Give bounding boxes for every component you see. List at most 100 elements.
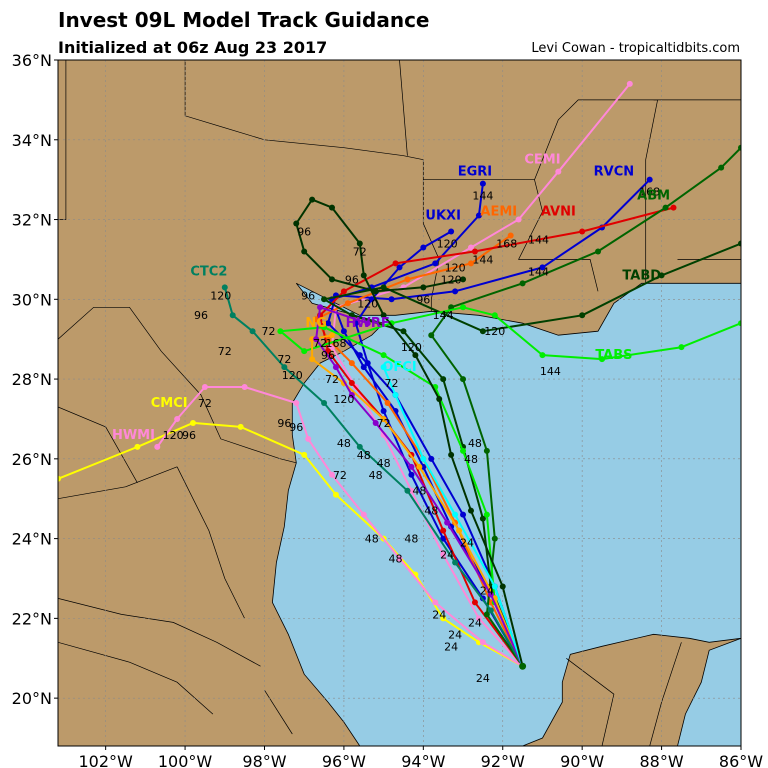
track-line (156, 386, 524, 668)
track-point (408, 471, 415, 478)
track-line (315, 306, 524, 667)
track-point (491, 312, 498, 319)
track-point (380, 407, 387, 414)
track-point (475, 615, 482, 622)
hour-label: 48 (424, 505, 438, 518)
track-line (382, 366, 524, 667)
track-point (344, 300, 351, 307)
hour-label: 168 (496, 237, 517, 250)
lon-tick-label: 92°W (481, 752, 525, 768)
hour-label: 72 (277, 353, 291, 366)
track-point (360, 511, 367, 518)
track-point (293, 400, 300, 406)
track-point (58, 475, 61, 482)
track-point (460, 511, 467, 518)
border-line (399, 60, 408, 156)
map-credit: Levi Cowan - tropicaltidbits.com (531, 41, 740, 56)
track-tabs (277, 304, 741, 667)
track-point (519, 280, 526, 287)
track-point (452, 559, 459, 566)
hour-label: 24 (480, 584, 494, 597)
track-point (440, 615, 447, 622)
hour-label: 48 (365, 533, 379, 546)
track-point (360, 364, 367, 371)
model-label-egri: EGRI (458, 165, 492, 180)
hour-label: 72 (218, 345, 232, 358)
track-point (658, 272, 665, 279)
hour-label: 144 (433, 309, 454, 322)
track-point (483, 611, 490, 618)
model-label-ctc2: CTC2 (190, 264, 227, 279)
track-line (430, 146, 741, 667)
track-point (448, 451, 455, 458)
track-point (471, 599, 478, 606)
track-point (221, 284, 228, 291)
track-point (539, 264, 546, 271)
track-point (491, 583, 498, 590)
hour-label: 24 (432, 608, 446, 621)
track-point (356, 352, 363, 359)
hour-label: 120 (163, 429, 184, 442)
track-point (487, 591, 494, 598)
track-point (396, 555, 403, 562)
hour-label: 48 (404, 533, 418, 546)
track-point (293, 220, 300, 227)
track-point (467, 507, 474, 514)
hour-label: 24 (444, 640, 458, 653)
hour-label: 72 (325, 373, 339, 386)
hour-label: 144 (472, 253, 493, 266)
track-point (440, 527, 447, 534)
track-point (408, 463, 415, 470)
hour-label: 120 (210, 289, 231, 302)
hour-label: 48 (468, 437, 482, 450)
model-tracks (58, 80, 741, 670)
border-line (58, 306, 297, 464)
model-label-cemi: CEMI (524, 153, 560, 168)
lon-tick-label: 88°W (639, 752, 683, 768)
track-point (678, 344, 685, 351)
track-point (416, 463, 423, 470)
track-point (201, 384, 208, 391)
track-point (595, 248, 602, 255)
track-point (499, 583, 506, 590)
track-point (309, 196, 316, 203)
track-point (460, 447, 467, 454)
track-point (332, 491, 339, 498)
hour-label: 96 (277, 417, 291, 430)
track-point (352, 320, 359, 327)
hour-label: 144 (472, 190, 493, 203)
track-point (249, 328, 256, 335)
track-point (380, 415, 387, 422)
hour-label: 72 (261, 325, 275, 338)
model-label-tabs: TABS (595, 348, 632, 363)
lon-tick-label: 96°W (322, 752, 366, 768)
track-point (460, 304, 467, 311)
border-line (264, 690, 293, 735)
border-line (176, 466, 245, 619)
track-point (475, 212, 482, 219)
lon-tick-label: 102°W (78, 752, 133, 768)
track-point (332, 364, 339, 371)
track-point (340, 288, 347, 295)
track-point (348, 380, 355, 387)
track-ng (309, 332, 524, 667)
track-point (372, 288, 379, 295)
track-point (301, 451, 308, 458)
hour-label: 120 (445, 261, 466, 274)
track-point (372, 419, 379, 426)
track-point (364, 360, 371, 367)
track-point (452, 511, 459, 518)
track-point (325, 320, 332, 327)
border-line (423, 179, 599, 292)
track-point (471, 248, 478, 255)
track-point (646, 176, 653, 183)
border-line (649, 642, 682, 746)
track-point (420, 284, 427, 291)
hour-label: 48 (357, 449, 371, 462)
lat-tick-label: 26°N (12, 450, 52, 469)
hour-label: 96 (182, 429, 196, 442)
track-point (174, 415, 181, 422)
track-point (670, 204, 677, 211)
track-point (404, 276, 411, 283)
